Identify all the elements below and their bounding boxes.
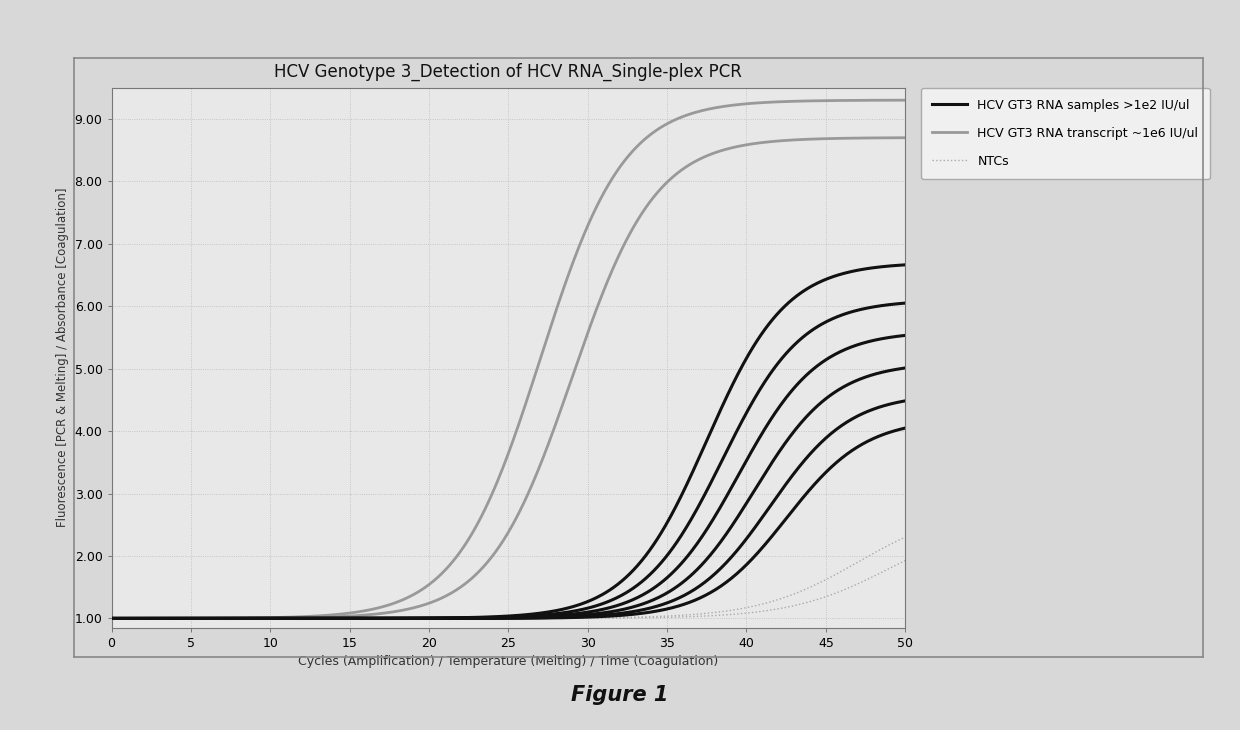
Title: HCV Genotype 3_Detection of HCV RNA_Single-plex PCR: HCV Genotype 3_Detection of HCV RNA_Sing… [274,63,743,81]
Text: Figure 1: Figure 1 [572,685,668,704]
X-axis label: Cycles (Amplification) / Temperature (Melting) / Time (Coagulation): Cycles (Amplification) / Temperature (Me… [299,656,718,669]
Y-axis label: Fluorescence [PCR & Melting] / Absorbance [Coagulation]: Fluorescence [PCR & Melting] / Absorbanc… [56,188,69,528]
Legend: HCV GT3 RNA samples >1e2 IU/ul, HCV GT3 RNA transcript ~1e6 IU/ul, NTCs: HCV GT3 RNA samples >1e2 IU/ul, HCV GT3 … [921,88,1209,179]
